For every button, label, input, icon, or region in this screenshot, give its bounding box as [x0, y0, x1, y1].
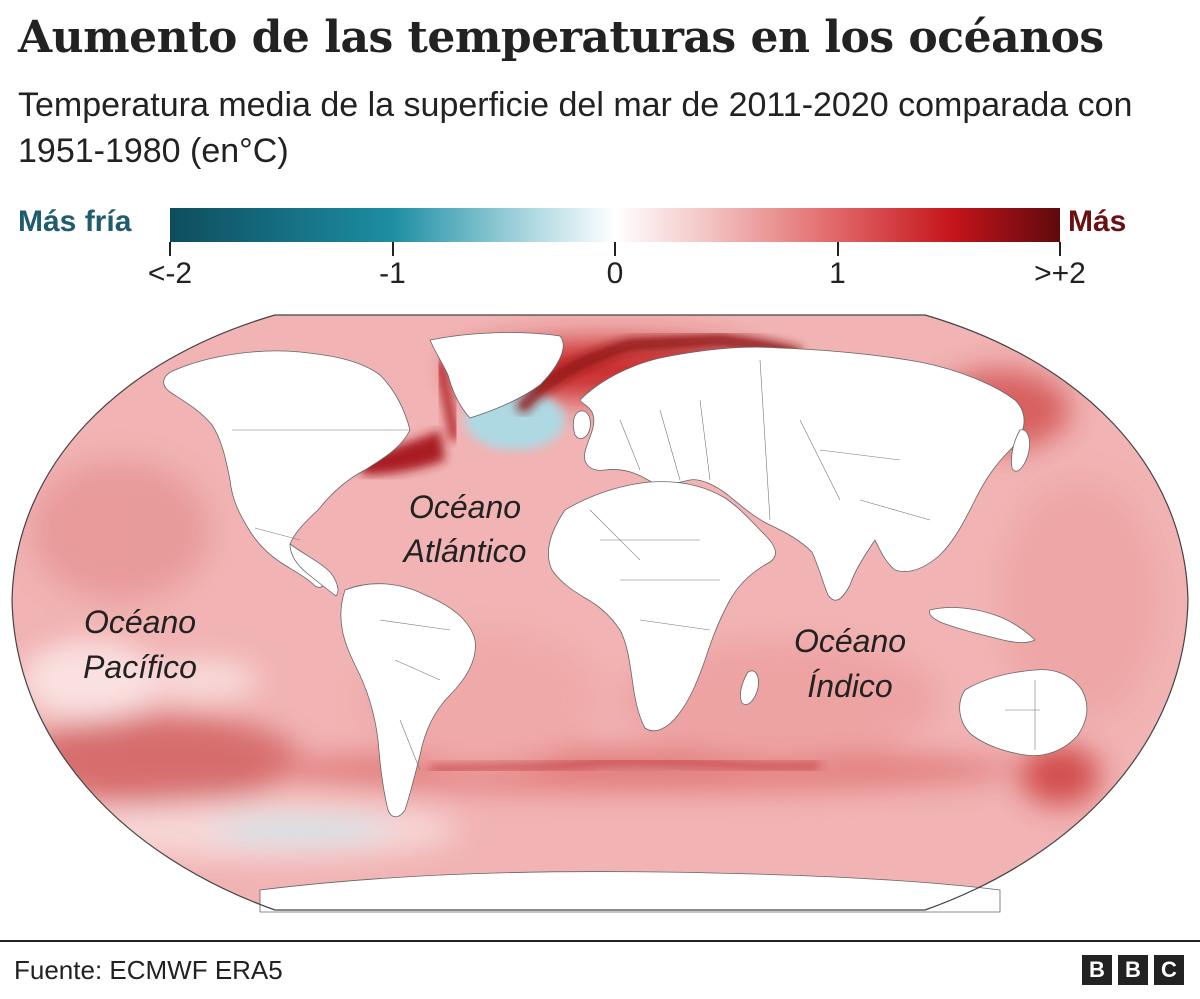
chart-title: Aumento de las temperaturas en los océan… — [18, 12, 1104, 63]
europe-asia-landmass — [579, 346, 1025, 601]
greenland-landmass — [429, 332, 564, 419]
footer-divider — [0, 940, 1200, 942]
indian-label-line1: Océano — [794, 623, 906, 659]
source-credit: Fuente: ECMWF ERA5 — [14, 955, 283, 985]
antarctica-landmass — [259, 871, 1001, 913]
atlantic-label-line2: Atlántico — [402, 533, 527, 569]
country-borders — [232, 359, 1040, 771]
australia-landmass — [959, 669, 1088, 757]
legend-tick-label: >+2 — [1034, 257, 1086, 290]
pacific-label-line1: Océano — [84, 604, 196, 640]
uk-landmass — [572, 410, 591, 439]
southeast-asia-islands — [929, 607, 1036, 644]
chart-subtitle: Temperatura media de la superficie del m… — [18, 86, 1133, 170]
atlantic-label-line1: Océano — [409, 489, 521, 525]
color-scale-bar — [170, 208, 1060, 242]
color-scale-legend: Más fría Más <-2 -1 0 1 >+2 — [0, 200, 1200, 300]
south-america-landmass — [340, 583, 476, 818]
japan-landmass — [1011, 429, 1030, 472]
bbc-logo-block: C — [1154, 955, 1184, 985]
pacific-label-line2: Pacífico — [83, 649, 197, 685]
legend-tick — [1059, 242, 1061, 256]
bbc-logo-block: B — [1082, 955, 1112, 985]
landmasses — [163, 332, 1088, 913]
legend-cold-label: Más fría — [18, 205, 132, 238]
legend-warm-label: Más — [1068, 205, 1127, 238]
legend-tick — [836, 242, 839, 256]
legend-tick — [391, 242, 394, 256]
legend-tick-label: 0 — [606, 257, 624, 290]
legend-tick-label: -1 — [379, 257, 406, 290]
legend-tick — [614, 242, 616, 256]
central-america-landmass — [289, 543, 339, 597]
legend-tick-label: 1 — [829, 257, 846, 290]
africa-landmass — [548, 481, 776, 732]
world-map: Océano Atlántico Océano Pacífico Océano … — [11, 314, 1189, 913]
map-frame — [11, 314, 1189, 911]
indian-label-line2: Índico — [807, 668, 892, 704]
legend-tick-label: <-2 — [147, 257, 193, 290]
madagascar-landmass — [740, 670, 759, 705]
legend-tick — [169, 242, 171, 256]
bbc-logo: B B C — [1082, 955, 1184, 985]
bbc-logo-block: B — [1118, 955, 1148, 985]
